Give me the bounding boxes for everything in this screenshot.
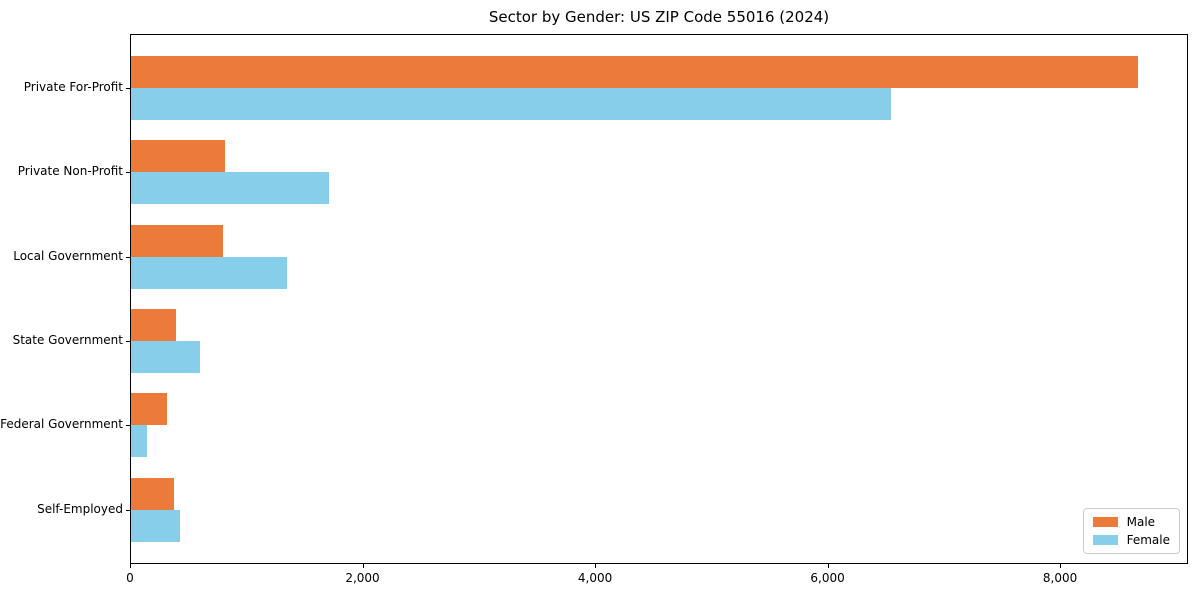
x-tick-mark	[1060, 564, 1062, 568]
x-tick-label: 0	[126, 571, 134, 585]
y-tick-mark	[126, 172, 131, 174]
y-tick-label: Private Non-Profit	[17, 164, 123, 179]
y-tick-mark	[126, 509, 131, 511]
bar-female-4	[131, 425, 148, 458]
x-tick-mark	[595, 564, 597, 568]
y-tick-label: Federal Government	[0, 417, 123, 432]
y-tick-mark	[126, 88, 131, 89]
bar-male-3	[131, 308, 177, 341]
y-tick-mark	[126, 256, 131, 258]
plot-area: Male Female	[126, 34, 1188, 564]
x-tick-mark	[827, 564, 829, 568]
bar-male-1	[131, 140, 226, 173]
bar-male-5	[131, 477, 174, 510]
y-tick-mark	[126, 340, 131, 342]
x-tick-label: 8,000	[1042, 571, 1078, 585]
y-tick-label: Self-Employed	[37, 501, 123, 516]
y-tick-label: State Government	[12, 332, 123, 347]
bar-male-0	[131, 56, 1138, 88]
bar-female-0	[131, 88, 892, 120]
bar-female-3	[131, 340, 200, 373]
bar-male-2	[131, 224, 223, 257]
x-tick-label: 4,000	[577, 571, 613, 585]
y-tick-label: Local Government	[13, 248, 123, 263]
chart-title: Sector by Gender: US ZIP Code 55016 (202…	[488, 8, 830, 26]
legend-item-male: Male	[1092, 515, 1170, 529]
bar-female-2	[131, 256, 287, 289]
legend-label-female: Female	[1126, 533, 1170, 547]
bar-male-4	[131, 393, 167, 426]
x-tick-label: 2,000	[345, 571, 380, 585]
x-tick-label: 6,000	[810, 571, 845, 585]
x-tick-mark	[130, 564, 131, 568]
bar-female-1	[131, 172, 329, 205]
legend: Male Female	[1082, 508, 1180, 554]
y-tick-label: Private For-Profit	[23, 80, 123, 94]
legend-swatch-male	[1092, 517, 1118, 527]
legend-swatch-female	[1092, 535, 1118, 545]
bar-female-5	[131, 509, 180, 542]
y-tick-mark	[126, 425, 131, 427]
legend-item-female: Female	[1092, 533, 1170, 547]
x-tick-mark	[362, 564, 364, 568]
legend-label-male: Male	[1126, 515, 1156, 529]
